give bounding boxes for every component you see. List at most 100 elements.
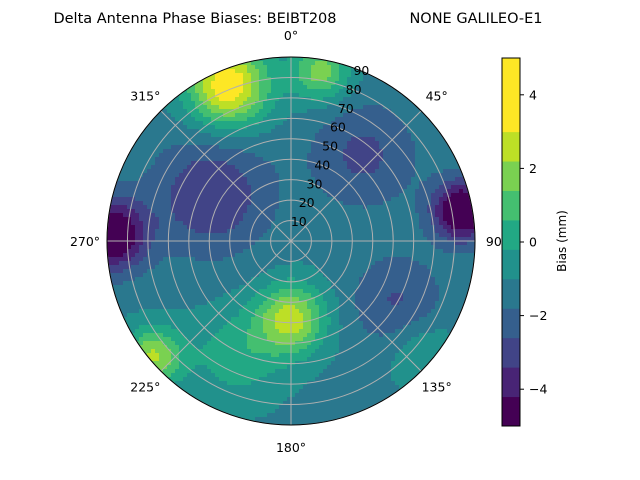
field-cell [167,261,172,266]
field-cell [191,113,196,118]
field-cell [267,245,272,250]
field-cell [319,241,324,246]
field-cell [195,289,200,294]
field-cell [459,161,464,166]
field-cell [243,289,248,294]
field-cell [199,173,204,178]
field-cell [223,285,228,290]
field-cell [271,237,276,242]
field-cell [443,197,448,202]
field-cell [435,201,440,206]
field-cell [123,281,128,286]
field-cell [235,217,240,222]
field-cell [439,257,444,262]
field-cell [391,125,396,130]
field-cell [295,277,300,282]
field-cell [407,277,412,282]
field-cell [255,97,260,102]
field-cell [435,149,440,154]
field-cell [467,245,472,250]
field-cell [375,225,380,230]
field-cell [163,265,168,270]
field-cell [415,241,420,246]
field-cell [435,205,440,210]
field-cell [415,249,420,254]
field-cell [275,177,280,182]
field-cell [187,105,192,110]
field-cell [403,189,408,194]
field-cell [399,193,404,198]
field-cell [435,249,440,254]
field-cell [419,289,424,294]
field-cell [207,181,212,186]
field-cell [203,117,208,122]
field-cell [255,89,260,94]
field-cell [303,269,308,274]
field-cell [139,293,144,298]
field-cell [211,105,216,110]
field-cell [195,305,200,310]
field-cell [175,189,180,194]
field-cell [351,273,356,278]
field-cell [127,281,132,286]
field-cell [463,229,468,234]
field-cell [303,129,308,134]
field-cell [211,113,216,118]
field-cell [423,269,428,274]
field-cell [231,281,236,286]
field-cell [287,245,292,250]
field-cell [115,181,120,186]
field-cell [319,225,324,230]
field-cell [367,89,372,94]
field-cell [155,125,160,130]
field-cell [319,145,324,150]
field-cell [247,153,252,158]
field-cell [219,293,224,298]
field-cell [151,197,156,202]
field-cell [391,193,396,198]
field-cell [279,73,284,78]
field-cell [199,125,204,130]
field-cell [439,185,444,190]
field-cell [407,93,412,98]
field-cell [183,245,188,250]
field-cell [195,157,200,162]
field-cell [183,173,188,178]
field-cell [299,261,304,266]
field-cell [199,145,204,150]
field-cell [279,213,284,218]
field-cell [179,113,184,118]
field-cell [399,133,404,138]
field-cell [439,265,444,270]
field-cell [399,145,404,150]
field-cell [311,129,316,134]
field-cell [383,165,388,170]
field-cell [303,101,308,106]
field-cell [279,201,284,206]
field-cell [311,301,316,306]
field-cell [351,153,356,158]
field-cell [119,197,124,202]
field-cell [367,245,372,250]
field-cell [351,165,356,170]
field-cell [283,109,288,114]
field-cell [203,261,208,266]
field-cell [407,297,412,302]
field-cell [367,201,372,206]
field-cell [243,65,248,70]
field-cell [371,161,376,166]
field-cell [439,197,444,202]
field-cell [211,217,216,222]
field-cell [147,285,152,290]
field-cell [183,165,188,170]
field-cell [163,281,168,286]
field-cell [279,193,284,198]
field-cell [195,209,200,214]
field-cell [211,221,216,226]
field-cell [311,181,316,186]
field-cell [115,169,120,174]
field-cell [359,129,364,134]
field-cell [163,129,168,134]
field-cell [391,293,396,298]
field-cell [319,77,324,82]
